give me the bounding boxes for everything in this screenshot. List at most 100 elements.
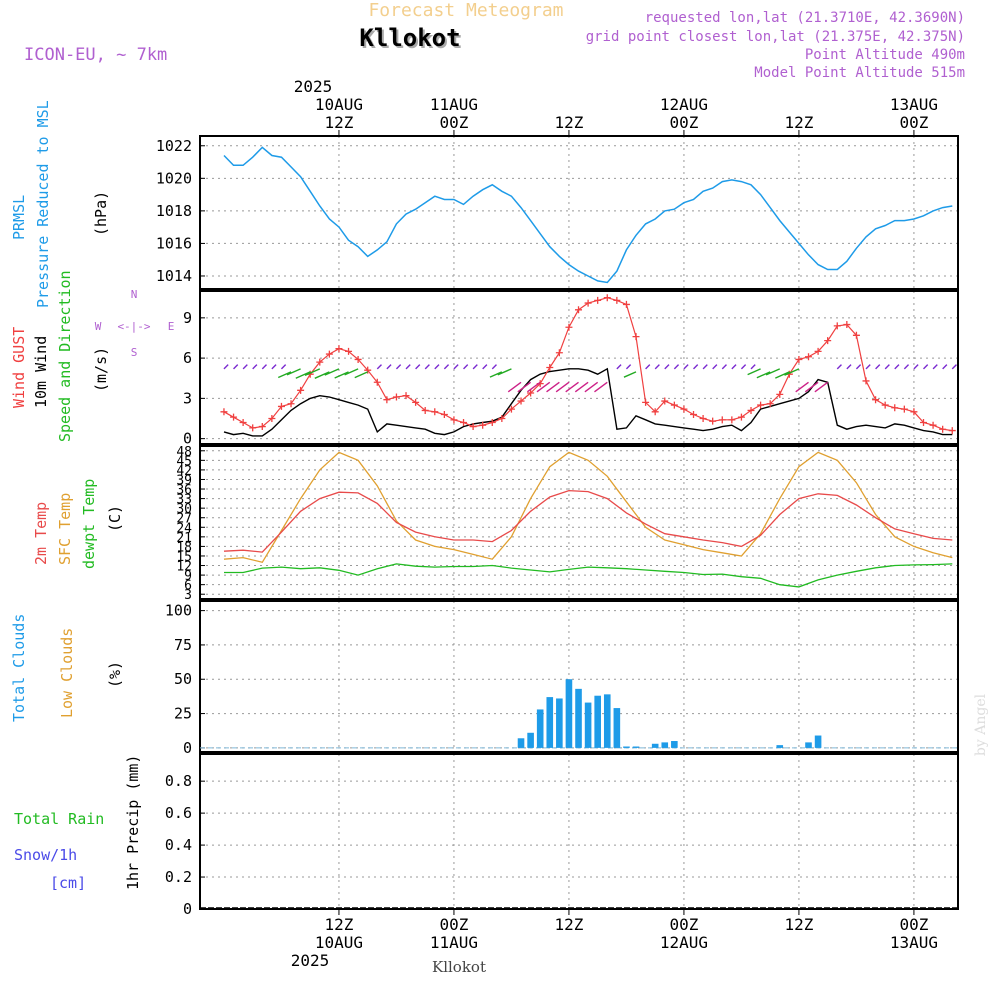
gust-marker — [690, 410, 698, 418]
wind-unit: (m/s) — [92, 347, 110, 392]
precip-total-rain: Total Rain — [14, 810, 104, 828]
gust-marker — [488, 419, 496, 427]
gust-marker — [249, 424, 257, 432]
gust-marker — [632, 333, 640, 341]
wind-direction-arrow — [565, 381, 579, 393]
gust-marker — [852, 331, 860, 339]
precip-snow-unit: [cm] — [50, 874, 86, 892]
pressure-label-prmsl: PRMSL — [10, 195, 28, 240]
gust-marker — [239, 419, 247, 427]
gust-marker — [421, 406, 429, 414]
gust-marker — [881, 401, 889, 409]
gust-marker — [527, 389, 535, 397]
wind-direction-arrow — [765, 368, 781, 376]
wind-direction-arrow — [280, 364, 287, 370]
wind-direction-arrow — [804, 381, 819, 393]
wind-direction-arrow — [942, 364, 948, 370]
gust-marker — [805, 353, 813, 361]
cloud-bar — [517, 738, 525, 748]
gust-marker — [642, 398, 650, 406]
wind-gust-label: Wind GUST — [10, 327, 28, 408]
gust-marker — [277, 402, 285, 410]
wind-direction-arrow — [623, 371, 637, 378]
cloud-bar — [623, 746, 630, 748]
requested-coords: requested lon,lat (21.3710E, 42.3690N) — [645, 10, 965, 26]
bottom-date-label: 11AUG — [430, 933, 478, 952]
wind-direction-arrow — [242, 364, 248, 370]
wind-direction-arrow — [903, 364, 910, 370]
wind-series-line — [223, 367, 953, 437]
gust-marker — [718, 416, 726, 424]
wind-direction-arrow — [295, 371, 311, 379]
cloud-bar — [805, 742, 812, 748]
wind-direction-arrow — [463, 364, 469, 370]
wind-direction-arrow — [386, 364, 392, 370]
footer-location: Kllokot — [432, 958, 486, 976]
compass-arrow: <-|-> — [117, 320, 150, 333]
cloud-bar — [527, 732, 534, 748]
wind-10m-label: 10m Wind — [32, 336, 50, 408]
gust-marker — [948, 427, 956, 435]
wind-direction-arrow — [252, 364, 258, 370]
wind-direction-arrow — [594, 381, 608, 393]
wind-direction-arrow — [453, 364, 459, 370]
bottom-date-label: 10AUG — [315, 933, 363, 952]
ytick-label-temp: 24 — [176, 521, 192, 536]
precip-snow: Snow/1h — [14, 846, 77, 864]
ytick-label-temp: 18 — [176, 540, 192, 555]
top-hour-label: 12Z — [554, 113, 583, 132]
ytick-label-clouds: 100 — [165, 602, 192, 620]
gust-marker — [575, 306, 583, 314]
wind-direction-arrow — [546, 381, 560, 393]
ytick-label-temp: 3 — [184, 588, 192, 603]
ytick-label-wind: 3 — [183, 389, 192, 407]
ytick-label-wind: 6 — [183, 349, 192, 367]
panel-frame-precip — [199, 753, 959, 910]
wind-direction-arrow — [344, 368, 359, 376]
gust-marker — [507, 405, 515, 413]
cloud-bar — [594, 695, 601, 748]
ytick-label-clouds: 50 — [174, 670, 192, 688]
gust-marker — [670, 401, 678, 409]
cloud-bar — [565, 679, 573, 748]
bottom-hour-label: 12Z — [784, 915, 813, 934]
wind-direction-arrow — [443, 364, 450, 370]
wind-direction-arrow — [497, 368, 512, 376]
gust-marker — [776, 390, 784, 398]
compass-n: N — [131, 288, 138, 301]
gust-marker — [450, 416, 458, 424]
top-hour-label: 00Z — [669, 113, 698, 132]
wind-direction-arrow — [846, 364, 852, 370]
clouds-total-label: Total Clouds — [10, 614, 28, 722]
gust-marker — [680, 405, 688, 413]
top-date-label: 10AUG — [315, 95, 363, 114]
wind-direction-arrow — [775, 371, 790, 379]
top-date-label: 12AUG — [660, 95, 708, 114]
gust-marker — [603, 294, 611, 302]
ytick-label-clouds: 25 — [174, 705, 192, 723]
ytick-label-temp: 45 — [176, 454, 192, 469]
bottom-date-label: 12AUG — [660, 933, 708, 952]
wind-direction-arrow — [923, 364, 929, 370]
wind-direction-arrow — [584, 381, 599, 393]
ytick-label-pressure: 1022 — [156, 137, 192, 155]
ytick-label-temp: 39 — [176, 473, 192, 488]
wind-direction-arrow — [526, 381, 541, 393]
ytick-label-precip: 0.2 — [165, 868, 192, 886]
compass-e: E — [168, 320, 175, 333]
wind-direction-arrow — [702, 364, 708, 370]
temp-2m-label: 2m Temp — [32, 502, 50, 565]
panel-frame-clouds — [199, 600, 959, 753]
ytick-label-temp: 6 — [184, 579, 192, 594]
gust-marker — [268, 415, 276, 422]
cloud-bar — [613, 708, 621, 748]
wind-direction-arrow — [472, 364, 478, 370]
ytick-label-wind: 9 — [183, 309, 192, 327]
location-title: Kllokot — [359, 24, 460, 52]
precip-unit: 1hr Precip (mm) — [124, 755, 142, 890]
wind-direction-arrow — [894, 364, 900, 370]
wind-direction-arrow — [415, 364, 421, 370]
watermark: by Angel — [973, 693, 989, 756]
gust-marker — [373, 378, 381, 386]
cloud-bar — [776, 745, 784, 748]
